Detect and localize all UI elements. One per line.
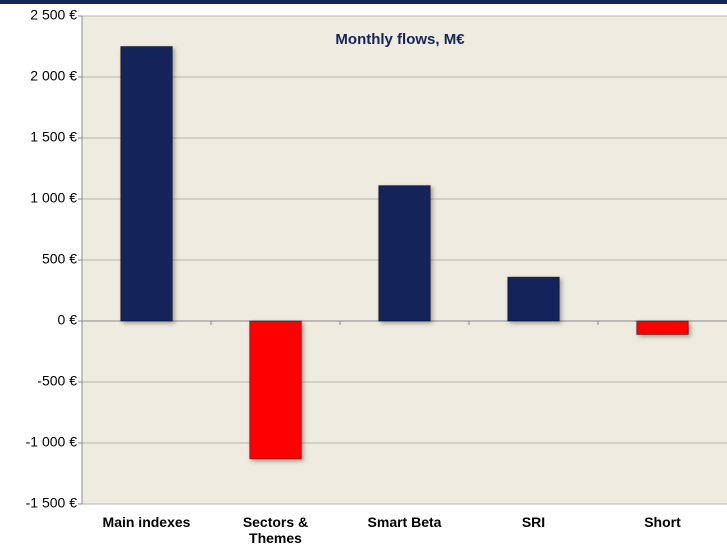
x-tick-label: Smart Beta xyxy=(367,514,442,530)
y-tick-label: -1 000 € xyxy=(26,434,78,450)
bar xyxy=(378,185,431,322)
y-tick-label: 0 € xyxy=(58,312,78,328)
top-band xyxy=(0,0,727,4)
chart-title: Monthly flows, M€ xyxy=(335,31,465,48)
x-tick-label: Sectors & Themes xyxy=(242,514,309,546)
x-tick-label: SRI xyxy=(521,514,546,530)
x-tick-label: Main indexes xyxy=(102,514,191,530)
y-tick-label: 2 500 € xyxy=(30,7,77,23)
x-tick-label: Short xyxy=(644,514,681,530)
y-tick-label: 500 € xyxy=(42,251,77,267)
y-tick-label: -1 500 € xyxy=(26,495,78,511)
y-tick-label: 1 500 € xyxy=(30,129,77,145)
bar xyxy=(120,46,173,322)
y-tick-label: 1 000 € xyxy=(30,190,77,206)
bar xyxy=(249,320,302,460)
y-tick-label: -500 € xyxy=(37,373,77,389)
bar xyxy=(636,320,689,335)
bar xyxy=(507,276,560,322)
y-tick-label: 2 000 € xyxy=(30,68,77,84)
